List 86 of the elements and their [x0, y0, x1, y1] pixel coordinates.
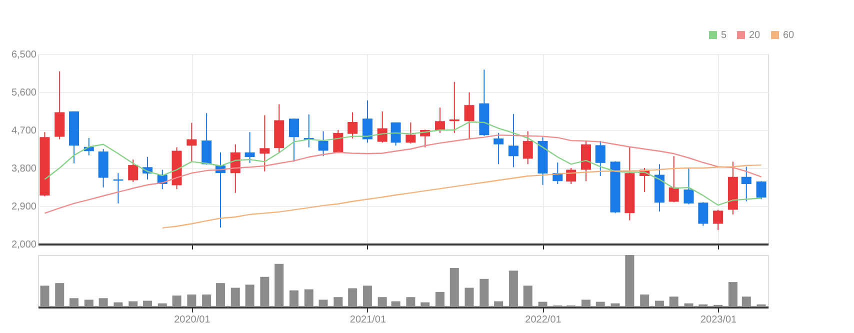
bar: [669, 296, 678, 307]
y-tick-label: 6,500: [11, 50, 37, 60]
y-tick-label: 5,600: [11, 88, 37, 98]
bar: [158, 303, 167, 307]
candlestick: [713, 209, 724, 231]
bar: [420, 302, 430, 307]
bar: [334, 297, 343, 307]
candlestick: [186, 122, 197, 162]
candlestick: [260, 114, 270, 172]
bar: [406, 297, 416, 307]
bar: [40, 286, 50, 307]
candlestick: [566, 168, 576, 185]
candlestick: [377, 110, 388, 144]
x-tick-label: 2020/01: [174, 314, 211, 326]
bar: [435, 292, 444, 307]
candlestick: [464, 92, 474, 140]
bar: [464, 288, 474, 307]
bar: [728, 282, 738, 307]
bar: [494, 301, 504, 307]
candlestick: [494, 132, 504, 165]
bar: [538, 302, 548, 307]
candlestick: [434, 107, 445, 134]
x-tick-label: 2022/01: [525, 314, 562, 326]
candlestick: [522, 130, 533, 165]
y-tick-label: 2,000: [11, 240, 37, 250]
bar: [70, 298, 79, 307]
legend-label: 60: [783, 30, 795, 41]
bar: [84, 300, 94, 307]
x-tick-label: 2023/01: [700, 314, 738, 326]
candlestick: [741, 166, 752, 202]
legend-label: 20: [749, 30, 761, 41]
bar: [289, 290, 298, 307]
bar: [143, 300, 152, 307]
bar: [187, 294, 196, 307]
bar: [684, 303, 694, 307]
bar: [245, 284, 254, 307]
bar: [114, 302, 123, 307]
bar: [654, 300, 664, 307]
line-series: [44, 134, 762, 214]
bar: [202, 294, 212, 307]
candlestick: [595, 140, 606, 177]
bar: [348, 288, 358, 307]
candlestick: [244, 132, 255, 164]
bar: [610, 303, 620, 307]
bar: [596, 302, 605, 307]
bar: [128, 301, 138, 307]
bar: [480, 278, 489, 307]
candlestick: [684, 168, 694, 205]
bar: [378, 297, 387, 307]
bar: [216, 283, 225, 307]
bar: [581, 300, 590, 307]
bar: [523, 286, 532, 307]
y-tick-label: 3,800: [11, 164, 37, 174]
bar: [274, 264, 284, 307]
candlestick: [668, 156, 679, 203]
candlestick: [318, 130, 328, 157]
line-series: [162, 164, 762, 229]
bar: [172, 296, 182, 307]
bar: [230, 288, 240, 307]
candlestick: [348, 112, 358, 139]
bar: [625, 255, 634, 307]
y-tick-label: 2,900: [11, 202, 37, 212]
legend-label: 5: [721, 30, 727, 41]
candlestick: [698, 202, 708, 226]
bar: [742, 296, 751, 307]
candlestick: [128, 159, 138, 182]
y-tick-label: 4,700: [11, 126, 37, 136]
bar: [698, 304, 708, 307]
bar: [55, 283, 64, 307]
candlestick: [508, 113, 518, 168]
bar: [318, 300, 328, 307]
candlestick: [362, 100, 372, 144]
bar: [508, 270, 518, 307]
bar: [304, 289, 314, 307]
bar: [98, 298, 108, 307]
candlestick: [288, 118, 299, 162]
bar: [756, 304, 766, 307]
x-tick-label: 2021/01: [350, 314, 386, 326]
bar: [640, 294, 650, 307]
bar: [362, 286, 372, 307]
candlestick: [202, 112, 212, 166]
bar: [260, 276, 270, 307]
bar: [391, 301, 400, 307]
candlestick: [406, 122, 416, 144]
candlestick: [756, 180, 766, 200]
bar: [450, 268, 459, 307]
